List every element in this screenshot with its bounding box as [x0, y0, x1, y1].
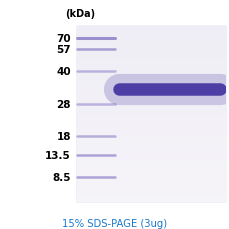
Text: 40: 40 — [56, 67, 71, 77]
Text: 70: 70 — [56, 34, 71, 44]
Text: 15% SDS-PAGE (3ug): 15% SDS-PAGE (3ug) — [62, 218, 167, 228]
Text: 13.5: 13.5 — [45, 150, 71, 160]
Text: 28: 28 — [56, 99, 71, 109]
Text: 18: 18 — [56, 132, 71, 142]
Text: (kDa): (kDa) — [65, 9, 95, 19]
Text: 8.5: 8.5 — [52, 172, 71, 182]
Text: 57: 57 — [56, 44, 71, 55]
